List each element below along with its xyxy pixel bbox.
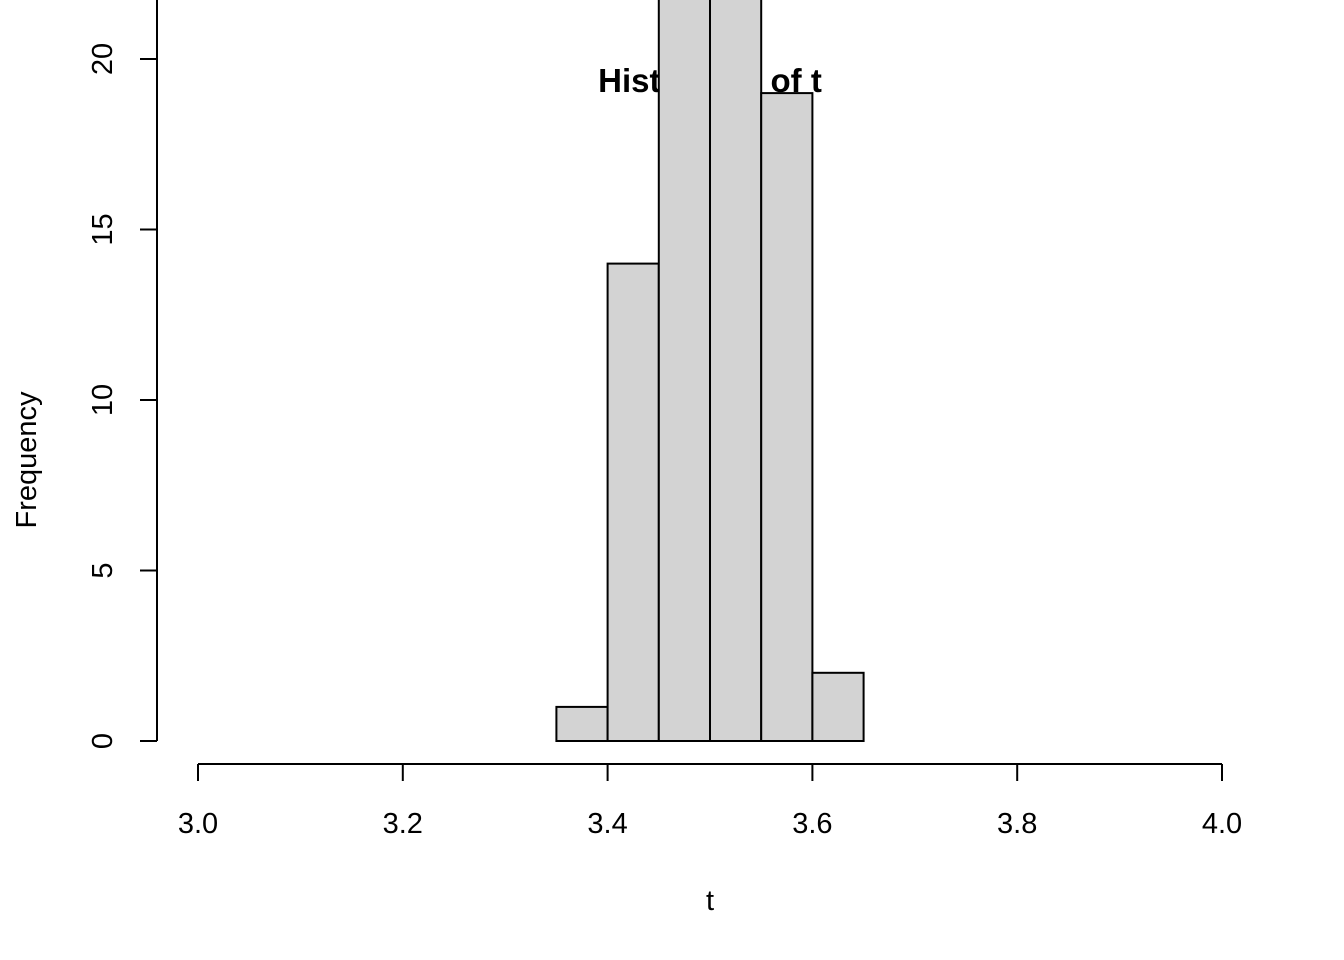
histogram-bar-4 <box>760 92 814 743</box>
y-axis: 051015202530 <box>87 0 158 749</box>
y-tick-label-5: 5 <box>87 562 119 578</box>
x-tick-label-3.6: 3.6 <box>792 808 832 840</box>
x-tick-label-3.4: 3.4 <box>587 808 627 840</box>
x-tick-label-3.0: 3.0 <box>178 808 218 840</box>
y-tick-label-10: 10 <box>87 384 119 416</box>
x-tick-label-3.2: 3.2 <box>383 808 423 840</box>
y-tick-label-0: 0 <box>87 733 119 749</box>
x-tick-label-4.0: 4.0 <box>1202 808 1242 840</box>
histogram-bar-2 <box>657 0 711 742</box>
y-axis-label: Frequency <box>11 391 43 529</box>
x-tick-label-3.8: 3.8 <box>997 808 1037 840</box>
bars-group <box>555 0 865 743</box>
x-axis: 3.0 3.2 3.4 3.6 3.8 4.0 <box>178 763 1242 840</box>
histogram-bar-3 <box>709 0 763 743</box>
x-axis-label: t <box>706 885 714 917</box>
histogram-bar-5 <box>811 671 865 742</box>
y-tick-label-15: 15 <box>87 213 119 245</box>
histogram-bar-1 <box>606 262 660 742</box>
histogram-bar-0 <box>555 705 609 743</box>
y-tick-label-20: 20 <box>87 43 119 75</box>
